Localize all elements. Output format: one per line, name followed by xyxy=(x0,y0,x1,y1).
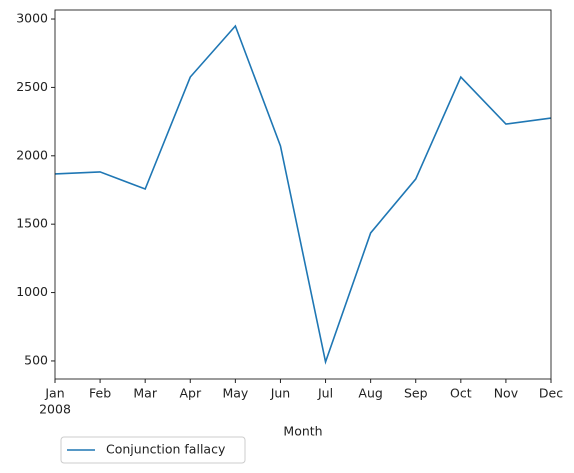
x-tick-label: Mar xyxy=(133,386,157,401)
x-tick-label: Feb xyxy=(89,386,111,401)
legend-box xyxy=(60,436,246,464)
x-tick-label: Jul xyxy=(317,386,333,401)
y-tick-label: 1000 xyxy=(16,284,48,299)
x-tick-label: Oct xyxy=(450,386,472,401)
x-tick-label: Jan xyxy=(44,386,64,401)
x-tick-label: Dec xyxy=(539,386,563,401)
data-line xyxy=(54,24,552,365)
x-year-label: 2008 xyxy=(39,402,71,417)
y-tick-label: 3000 xyxy=(16,11,48,26)
x-tick-label: Nov xyxy=(494,386,519,401)
y-tick-label: 2000 xyxy=(16,147,48,162)
x-axis-label: Month xyxy=(283,424,322,439)
x-tick-label: Apr xyxy=(179,386,201,401)
plot-frame xyxy=(54,9,552,380)
x-tick-label: Aug xyxy=(358,386,382,401)
y-tick-label: 2500 xyxy=(16,79,48,94)
y-tick-label: 1500 xyxy=(16,216,48,231)
x-tick-label: Jun xyxy=(270,386,291,401)
y-tick-label: 500 xyxy=(24,352,48,367)
x-tick-label: Sep xyxy=(404,386,428,401)
legend-label: Conjunction fallacy xyxy=(106,442,226,457)
x-tick-label: May xyxy=(222,386,248,401)
